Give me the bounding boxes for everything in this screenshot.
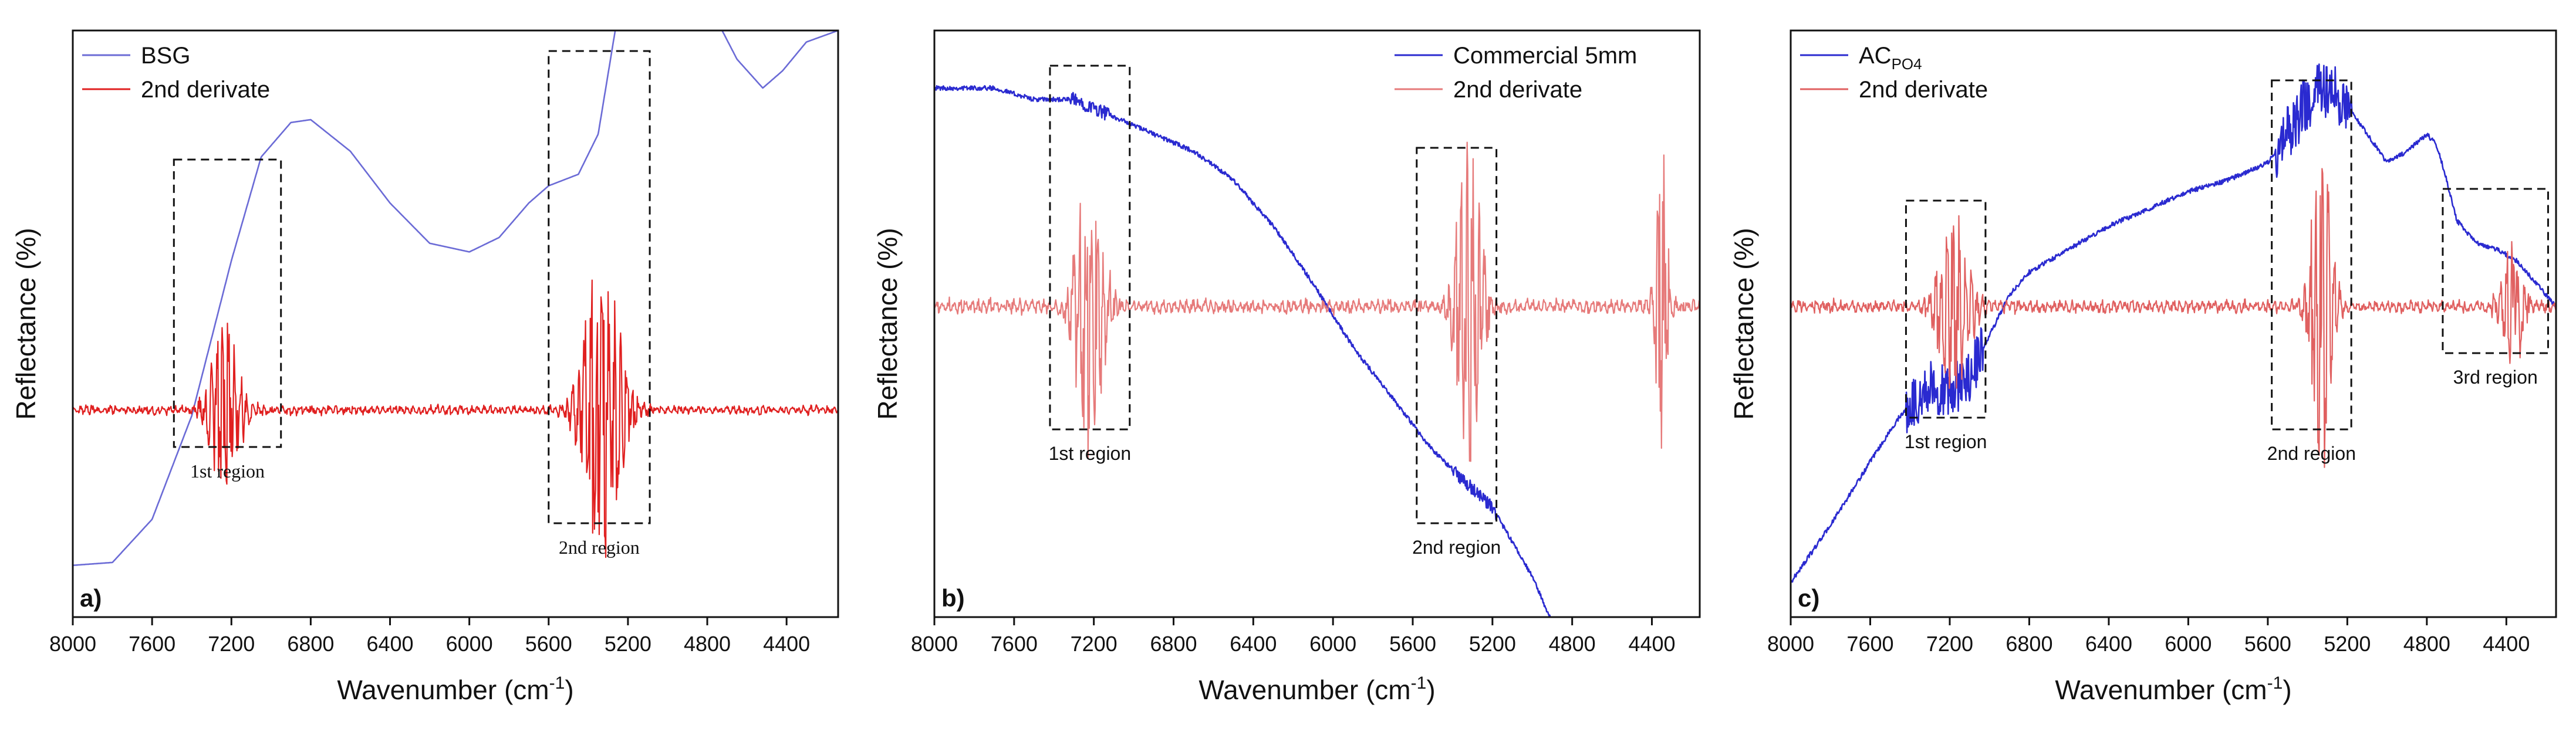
x-tick-label: 8000 <box>1767 632 1814 656</box>
x-tick-label: 6800 <box>2006 632 2052 656</box>
legend-entry-1: ACPO4 <box>1859 43 1922 73</box>
x-axis-title-text: Wavenumber (cm <box>2055 675 2267 705</box>
x-tick-label: 8000 <box>911 632 958 656</box>
x-axis-title: Wavenumber (cm-1) <box>337 673 573 705</box>
legend-entry-2: 2nd derivate <box>1453 77 1582 103</box>
chart-panel-2: 1st region 2nd region 8000 7600 7200 6800 6400… <box>872 29 1701 705</box>
series-line-2 <box>73 279 838 558</box>
x-tick-label: 6400 <box>366 632 413 656</box>
legend-entry-text: 2nd derivate <box>1453 77 1582 103</box>
axes-frame <box>933 29 1701 618</box>
legend-entry-text: 2nd derivate <box>1859 77 1988 103</box>
x-tick-label: 6400 <box>2085 632 2132 656</box>
series-line-2 <box>934 141 1700 462</box>
x-tick-label: 6000 <box>446 632 493 656</box>
x-axis-title-sup: -1 <box>549 673 565 693</box>
series-line-1 <box>1791 63 2556 584</box>
region-box-2 <box>548 50 651 524</box>
plot-area <box>73 31 838 567</box>
legend: BSG 2nd derivate <box>82 43 270 103</box>
x-axis-title-close: ) <box>565 675 573 705</box>
x-tick-label: 5600 <box>2244 632 2291 656</box>
region-label-2: 2nd region <box>559 537 640 558</box>
x-tick-label: 8000 <box>49 632 96 656</box>
legend-entry-1: BSG <box>141 43 190 69</box>
chart-panel-3: 1st region 2nd region 3rd region 8000 7600 72… <box>1728 29 2557 705</box>
x-tick-label: 6400 <box>1230 632 1277 656</box>
region-label-1: 1st region <box>1905 431 1987 452</box>
x-axis-title-sup: -1 <box>1411 673 1427 693</box>
y-axis-title: Reflectance (%) <box>11 228 41 419</box>
panel-label: a) <box>80 584 102 612</box>
x-axis-title-close: ) <box>2283 675 2291 705</box>
legend-entry-2: 2nd derivate <box>1859 77 1988 103</box>
x-axis-title: Wavenumber (cm-1) <box>2055 673 2291 705</box>
region-label-1: 1st region <box>190 460 265 482</box>
region-box-2 <box>2271 79 2352 431</box>
series-line-1 <box>934 84 1551 617</box>
axes-frame <box>72 29 839 618</box>
x-tick-label: 4400 <box>763 632 810 656</box>
x-tick-label: 6000 <box>2165 632 2212 656</box>
x-tick-label: 5600 <box>1389 632 1436 656</box>
x-tick-label: 7200 <box>208 632 255 656</box>
x-tick-label: 7600 <box>129 632 175 656</box>
region-label-2: 2nd region <box>1412 537 1501 558</box>
x-tick-label: 7600 <box>991 632 1038 656</box>
x-axis-title-close: ) <box>1426 675 1435 705</box>
y-axis-title: Reflectance (%) <box>1728 228 1759 419</box>
series-line-2 <box>1791 168 2556 468</box>
region-label-2: 2nd region <box>2267 443 2356 464</box>
region-box-1 <box>173 158 282 448</box>
chart-panel-1: 1st region 2nd region 8000 7600 7200 6800 6400… <box>11 29 839 705</box>
plot-area <box>1791 63 2556 584</box>
x-tick-label: 6800 <box>287 632 334 656</box>
legend-entry-text: Commercial 5mm <box>1453 43 1637 69</box>
x-tick-label: 6800 <box>1150 632 1197 656</box>
x-tick-label: 5200 <box>1469 632 1516 656</box>
x-tick-label: 4400 <box>2483 632 2530 656</box>
axes-frame <box>1790 29 2557 618</box>
x-tick-label: 4800 <box>1549 632 1596 656</box>
panel-label: b) <box>941 584 965 612</box>
region-box-3 <box>2442 188 2549 354</box>
legend-entry-text: BSG <box>141 43 190 69</box>
legend-entry-subscript: PO4 <box>1892 55 1922 73</box>
x-tick-label: 7600 <box>1846 632 1893 656</box>
region-box-1 <box>1049 65 1131 431</box>
legend: ACPO4 2nd derivate <box>1800 43 1988 103</box>
region-box-2 <box>1416 147 1498 524</box>
legend-entry-text: 2nd derivate <box>141 77 270 103</box>
legend-entry-2: 2nd derivate <box>141 77 270 103</box>
y-axis-title: Reflectance (%) <box>872 228 903 419</box>
x-tick-label: 4800 <box>684 632 731 656</box>
region-label-3: 3rd region <box>2453 367 2538 388</box>
x-tick-label: 4400 <box>1628 632 1675 656</box>
x-tick-label: 5200 <box>605 632 651 656</box>
x-axis-title-text: Wavenumber (cm <box>337 675 549 705</box>
x-tick-label: 4800 <box>2403 632 2450 656</box>
panel-label: c) <box>1798 584 1819 612</box>
legend-entry-1: Commercial 5mm <box>1453 43 1637 69</box>
series-line-1 <box>73 31 838 567</box>
x-tick-label: 6000 <box>1309 632 1356 656</box>
plot-area <box>934 84 1700 617</box>
x-tick-label: 5600 <box>525 632 572 656</box>
x-axis-title: Wavenumber (cm-1) <box>1198 673 1435 705</box>
x-axis-title-sup: -1 <box>2267 673 2283 693</box>
x-tick-label: 7200 <box>1071 632 1117 656</box>
legend: Commercial 5mm 2nd derivate <box>1395 43 1637 103</box>
region-label-1: 1st region <box>1049 443 1132 464</box>
x-tick-label: 5200 <box>2324 632 2371 656</box>
legend-entry-text: AC <box>1859 43 1892 69</box>
x-tick-label: 7200 <box>1926 632 1973 656</box>
x-axis-title-text: Wavenumber (cm <box>1198 675 1410 705</box>
